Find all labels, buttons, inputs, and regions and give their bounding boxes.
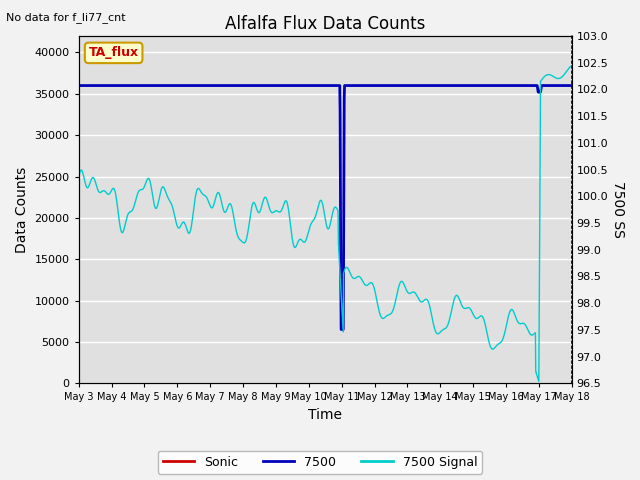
Text: TA_flux: TA_flux: [88, 47, 139, 60]
Text: No data for f_li77_cnt: No data for f_li77_cnt: [6, 12, 126, 23]
Legend: Sonic, 7500, 7500 Signal: Sonic, 7500, 7500 Signal: [158, 451, 482, 474]
Title: Alfalfa Flux Data Counts: Alfalfa Flux Data Counts: [225, 15, 426, 33]
Y-axis label: 7500 SS: 7500 SS: [611, 181, 625, 238]
X-axis label: Time: Time: [308, 408, 342, 422]
Y-axis label: Data Counts: Data Counts: [15, 167, 29, 252]
